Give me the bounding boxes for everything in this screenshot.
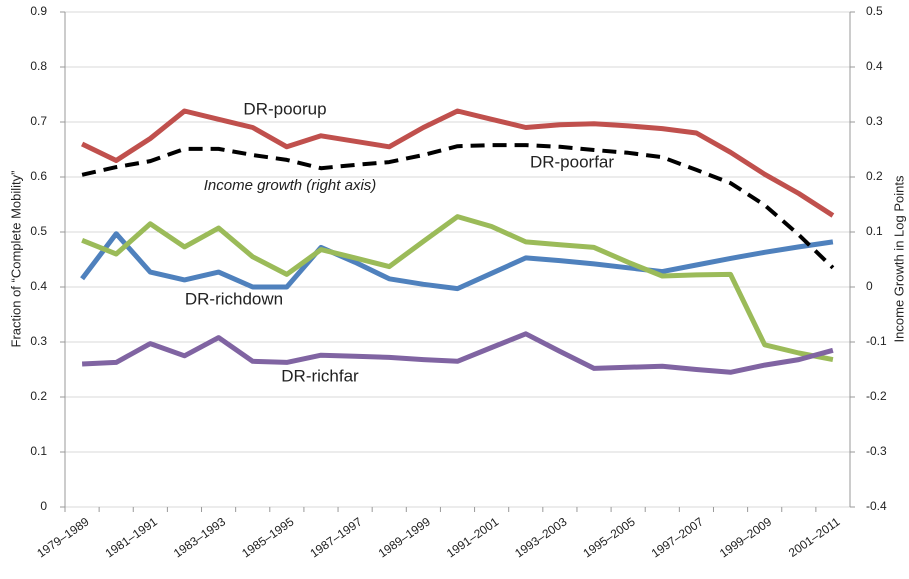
- x-tick-label: 1987–1997: [307, 514, 364, 560]
- y2-tick-label: 0: [866, 279, 873, 293]
- y2-tick-label: 0.1: [866, 224, 883, 238]
- x-tick-label: 1979–1989: [34, 514, 91, 560]
- series-line: [81, 108, 835, 218]
- y-tick-label: 0.9: [30, 4, 47, 18]
- y2-tick-label: -0.4: [866, 499, 887, 513]
- x-tick-label: 1997–2007: [649, 514, 706, 560]
- y-tick-label: 0.8: [30, 59, 47, 73]
- y-axis-title: Fraction of “Complete Mobility”: [8, 171, 23, 348]
- series-label: DR-richdown: [185, 289, 283, 308]
- x-tick-label: 1993–2003: [512, 514, 569, 560]
- series-label: DR-richfar: [281, 366, 359, 385]
- series-label: DR-poorfar: [530, 152, 614, 171]
- x-tick-label: 1991–2001: [444, 514, 501, 560]
- y2-tick-label: 0.2: [866, 169, 883, 183]
- series-label: Income growth (right axis): [204, 177, 377, 194]
- x-tick-label: 2001–2011: [786, 514, 843, 560]
- y-tick-label: 0.2: [30, 389, 47, 403]
- x-tick-label: 1981–1991: [103, 514, 160, 560]
- x-tick-label: 1995–2005: [580, 514, 637, 560]
- x-tick-label: 1989–1999: [376, 514, 433, 560]
- series-label: DR-poorup: [243, 99, 326, 118]
- y2-tick-label: -0.1: [866, 334, 887, 348]
- series-line: [81, 143, 835, 270]
- y2-axis-title: Income Growth in Log Points: [891, 175, 906, 342]
- y-tick-label: 0.5: [30, 224, 47, 238]
- y2-tick-label: 0.4: [866, 59, 883, 73]
- x-tick-label: 1985–1995: [239, 514, 296, 560]
- y-tick-label: 0.1: [30, 444, 47, 458]
- x-tick-label: 1983–1993: [171, 514, 228, 560]
- y2-tick-label: -0.2: [866, 389, 887, 403]
- y-tick-label: 0.3: [30, 334, 47, 348]
- y2-tick-label: 0.3: [866, 114, 883, 128]
- series-line: [80, 231, 834, 292]
- x-tick-label: 1999–2009: [717, 514, 774, 560]
- y2-tick-label: 0.5: [866, 4, 883, 18]
- series-line: [81, 214, 834, 363]
- y-tick-label: 0.6: [30, 169, 47, 183]
- y2-tick-label: -0.3: [866, 444, 887, 458]
- y-tick-label: 0.4: [30, 279, 47, 293]
- series-line: [81, 331, 834, 375]
- y-tick-label: 0: [40, 499, 47, 513]
- y-tick-label: 0.7: [30, 114, 47, 128]
